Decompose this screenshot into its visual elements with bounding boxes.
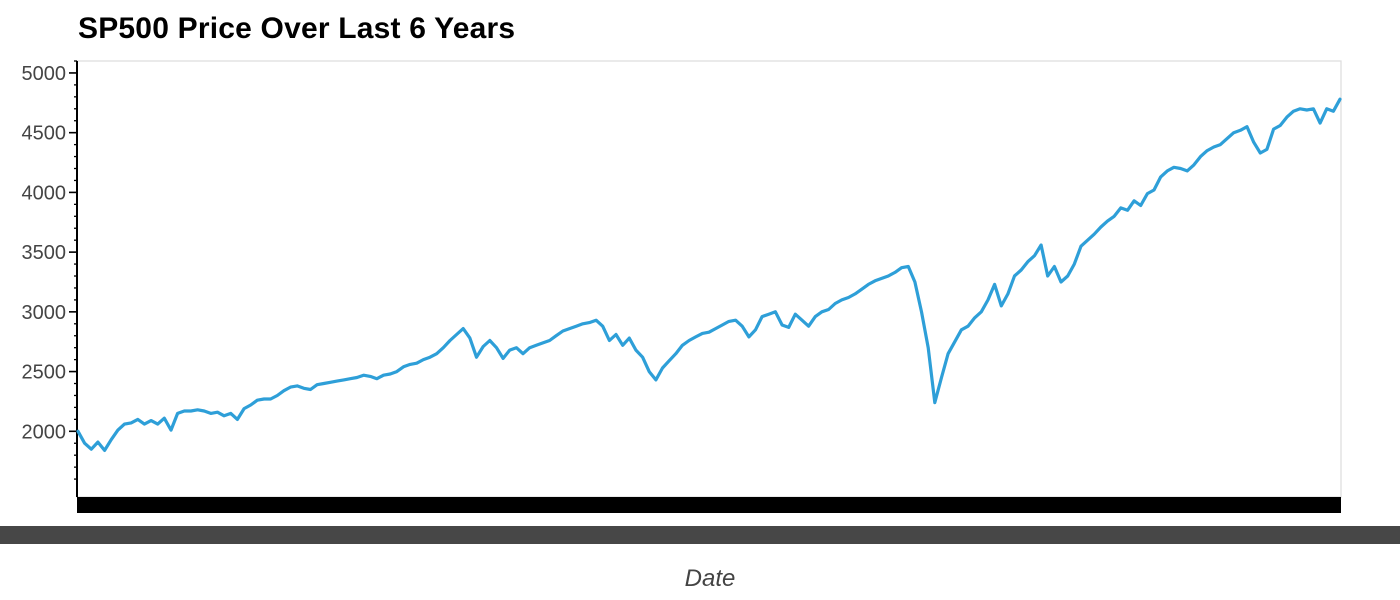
x-axis-band [77, 497, 1341, 513]
y-tick-label: 3500 [22, 242, 67, 264]
y-axis-major-ticks [69, 72, 77, 433]
y-tick-label: 2500 [22, 362, 67, 384]
chart-title: SP500 Price Over Last 6 Years [78, 12, 516, 45]
y-tick-label: 5000 [22, 63, 67, 85]
y-tick-label: 2000 [22, 421, 67, 443]
y-tick-label: 3000 [22, 302, 67, 324]
y-tick-label: 4000 [22, 182, 67, 204]
x-axis-label: Date [684, 565, 736, 592]
y-axis-tick-labels: 2000 2500 3000 3500 4000 4500 5000 [22, 63, 67, 443]
y-tick-label: 4500 [22, 123, 67, 145]
sp500-price-line [76, 97, 1342, 452]
plot-area-border [76, 60, 1342, 498]
scrollbar-track [0, 526, 1400, 544]
